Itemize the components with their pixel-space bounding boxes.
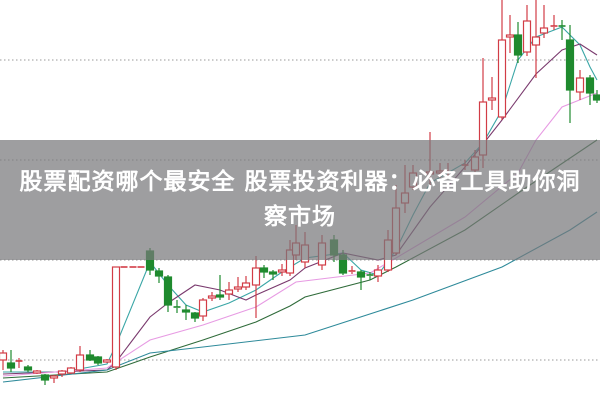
title-banner: 股票配资哪个最安全 股票投资利器：必备工具助你洞察市场 (0, 140, 600, 260)
candle-body (575, 77, 585, 93)
candle-up (539, 5, 549, 38)
candle-up (550, 15, 558, 30)
candle-up (15, 358, 23, 368)
candle-down (154, 268, 164, 283)
candle-down (585, 75, 595, 105)
candle-body (497, 39, 507, 118)
candle-body (57, 370, 67, 375)
candle-up (49, 375, 59, 383)
candle-body (66, 367, 76, 374)
candle-body (85, 354, 95, 361)
candle-body (32, 370, 42, 374)
candle-down (513, 22, 523, 63)
candle-body (277, 269, 287, 273)
candle-up (575, 70, 585, 100)
candle-up (102, 359, 112, 363)
candle-body (585, 77, 595, 94)
candle-body (23, 366, 33, 371)
candle-down (181, 305, 191, 320)
candle-body (241, 282, 251, 288)
candle-body (181, 309, 191, 313)
candle-body (539, 27, 549, 34)
candle-down (40, 374, 50, 385)
candle-up (505, 15, 515, 53)
candle-up (522, 5, 532, 56)
candle-up (0, 350, 8, 370)
candle-down (85, 350, 95, 361)
candle-body (505, 34, 515, 38)
candle-down (366, 272, 374, 280)
candle-body (531, 36, 541, 46)
candle-body (251, 267, 261, 286)
candle-down (163, 275, 173, 312)
candle-body (259, 267, 269, 273)
candle-body (207, 295, 217, 299)
candle-up (251, 256, 261, 318)
candle-down (565, 25, 575, 123)
candle-down (23, 365, 33, 372)
candle-body (75, 354, 85, 371)
candle-body (592, 94, 600, 101)
candle-body (154, 270, 164, 277)
candle-body (233, 286, 243, 290)
candle-up (57, 370, 67, 377)
candle-up (198, 298, 208, 321)
candle-down (93, 356, 103, 365)
candle-up (111, 266, 121, 370)
candle-body (215, 294, 225, 298)
candle-body (513, 34, 523, 56)
candle-up (207, 292, 217, 301)
candle-body (49, 375, 59, 379)
candle-body (40, 374, 50, 381)
candle-body (522, 20, 532, 53)
candle-up (497, 0, 507, 120)
candle-down (215, 275, 225, 300)
candle-body (163, 276, 173, 306)
candle-body (190, 312, 200, 319)
candle-up (277, 264, 287, 276)
candle-body (102, 359, 112, 363)
candle-body (6, 362, 16, 369)
ma10-line (2, 43, 598, 375)
candle-up (531, 0, 541, 78)
candle-body (111, 266, 121, 368)
candle-body (565, 39, 575, 91)
banner-title: 股票配资哪个最安全 股票投资利器：必备工具助你洞察市场 (19, 169, 581, 230)
candle-down (173, 300, 181, 313)
candle-up (241, 276, 251, 290)
candle-up (66, 367, 76, 374)
candle-body (487, 97, 497, 101)
candle-up (233, 277, 243, 292)
candle-down (356, 270, 366, 290)
candle-up (373, 265, 383, 282)
candle-down (259, 265, 269, 278)
candle-up (32, 370, 42, 374)
candle-body (373, 269, 383, 277)
candle-body (356, 271, 366, 278)
candle-up (348, 266, 356, 274)
candle-body (268, 271, 278, 275)
candle-up (487, 77, 497, 110)
candle-down (190, 312, 200, 322)
candle-down (592, 90, 600, 103)
candle-down (6, 350, 16, 372)
candle-body (198, 299, 208, 317)
candle-up (75, 346, 85, 372)
candle-body (0, 352, 8, 361)
candle-down (558, 20, 566, 40)
candle-body (93, 356, 103, 364)
candle-body (224, 289, 234, 295)
candle-down (268, 270, 278, 280)
candle-up (224, 282, 234, 300)
